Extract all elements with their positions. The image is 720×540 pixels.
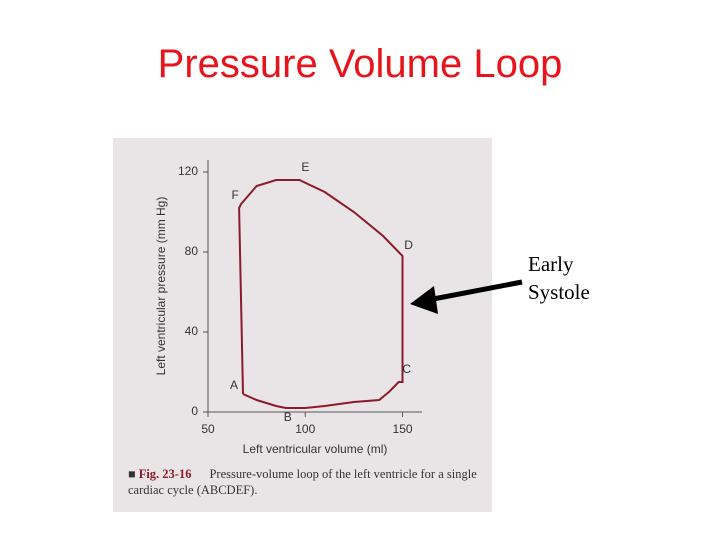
y-tick-label: 80 [185,244,199,258]
arrow-shaft [427,279,523,303]
figure-scan [113,138,492,512]
arrow-head [410,286,438,314]
point-label: F [231,188,238,202]
slide-title: Pressure Volume Loop [157,42,563,86]
caption-text: Pressure-volume loop of the left ventric… [128,467,477,497]
x-tick-label: 100 [295,422,315,436]
x-tick-label: 150 [393,422,413,436]
point-label: D [404,238,413,252]
pv-loop [238,179,404,409]
callout-text: Early Systole [528,252,590,304]
x-tick-label: 50 [201,422,215,436]
point-label: B [284,410,292,424]
y-tick-label: 120 [178,164,198,178]
figure-number: Fig. 23-16 [138,467,192,481]
point-label: E [301,160,309,174]
y-axis-label: Left ventricular pressure (mm Hg) [154,197,168,376]
figure-caption: ■ Fig. 23-16 Pressure-volume loop of the … [128,467,477,497]
point-label: A [230,378,238,392]
point-label: C [402,362,411,376]
y-tick-label: 0 [191,404,198,418]
y-tick-label: 40 [185,324,199,338]
x-axis-label: Left ventricular volume (ml) [243,442,388,456]
